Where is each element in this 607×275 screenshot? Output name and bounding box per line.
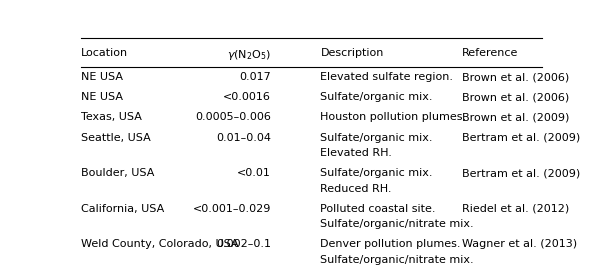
Text: Polluted coastal site.: Polluted coastal site. xyxy=(320,204,436,214)
Text: Location: Location xyxy=(81,48,127,58)
Text: Description: Description xyxy=(320,48,384,58)
Text: Sulfate/organic/nitrate mix.: Sulfate/organic/nitrate mix. xyxy=(320,219,474,229)
Text: Reduced RH.: Reduced RH. xyxy=(320,184,392,194)
Text: 0.0005–0.006: 0.0005–0.006 xyxy=(195,112,271,122)
Text: 0.01–0.04: 0.01–0.04 xyxy=(216,133,271,142)
Text: Houston pollution plumes.: Houston pollution plumes. xyxy=(320,112,467,122)
Text: Brown et al. (2006): Brown et al. (2006) xyxy=(462,92,569,102)
Text: Brown et al. (2006): Brown et al. (2006) xyxy=(462,72,569,82)
Text: Riedel et al. (2012): Riedel et al. (2012) xyxy=(462,204,569,214)
Text: <0.001–0.029: <0.001–0.029 xyxy=(193,204,271,214)
Text: Wagner et al. (2013): Wagner et al. (2013) xyxy=(462,239,577,249)
Text: Sulfate/organic mix.: Sulfate/organic mix. xyxy=(320,133,433,142)
Text: <0.0016: <0.0016 xyxy=(223,92,271,102)
Text: Elevated sulfate region.: Elevated sulfate region. xyxy=(320,72,453,82)
Text: Sulfate/organic mix.: Sulfate/organic mix. xyxy=(320,92,433,102)
Text: California, USA: California, USA xyxy=(81,204,164,214)
Text: Texas, USA: Texas, USA xyxy=(81,112,141,122)
Text: NE USA: NE USA xyxy=(81,92,123,102)
Text: Denver pollution plumes.: Denver pollution plumes. xyxy=(320,239,461,249)
Text: Sulfate/organic/nitrate mix.: Sulfate/organic/nitrate mix. xyxy=(320,255,474,265)
Text: Bertram et al. (2009): Bertram et al. (2009) xyxy=(462,133,580,142)
Text: Bertram et al. (2009): Bertram et al. (2009) xyxy=(462,168,580,178)
Text: <0.01: <0.01 xyxy=(237,168,271,178)
Text: $\gamma$(N$_2$O$_5$): $\gamma$(N$_2$O$_5$) xyxy=(227,48,271,62)
Text: Sulfate/organic mix.: Sulfate/organic mix. xyxy=(320,168,433,178)
Text: Seattle, USA: Seattle, USA xyxy=(81,133,151,142)
Text: Elevated RH.: Elevated RH. xyxy=(320,148,392,158)
Text: Reference: Reference xyxy=(462,48,518,58)
Text: Brown et al. (2009): Brown et al. (2009) xyxy=(462,112,569,122)
Text: Weld County, Colorado, USA: Weld County, Colorado, USA xyxy=(81,239,238,249)
Text: 0.002–0.1: 0.002–0.1 xyxy=(216,239,271,249)
Text: 0.017: 0.017 xyxy=(239,72,271,82)
Text: Boulder, USA: Boulder, USA xyxy=(81,168,154,178)
Text: NE USA: NE USA xyxy=(81,72,123,82)
